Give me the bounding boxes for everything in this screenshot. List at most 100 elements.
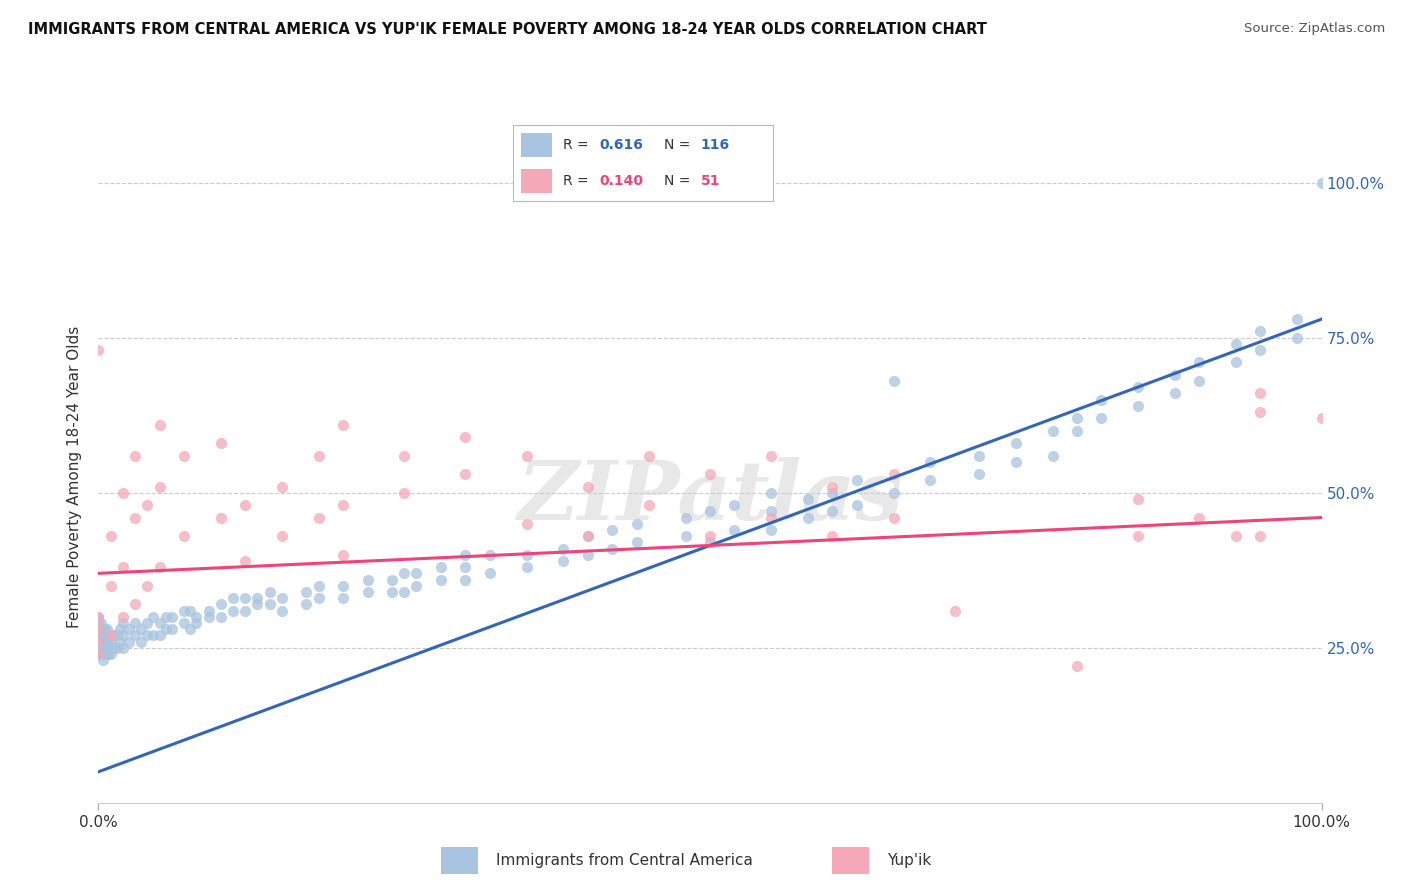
Point — [1066, 424, 1088, 438]
Point — [87, 343, 110, 357]
Text: 0.616: 0.616 — [599, 138, 643, 153]
Point — [883, 485, 905, 500]
Point — [90, 628, 112, 642]
Point — [576, 529, 599, 543]
Point — [186, 615, 208, 630]
Text: N =: N = — [664, 138, 695, 153]
Point — [308, 510, 330, 524]
Point — [1042, 424, 1064, 438]
Point — [100, 579, 122, 593]
Y-axis label: Female Poverty Among 18-24 Year Olds: Female Poverty Among 18-24 Year Olds — [67, 326, 83, 628]
Point — [93, 634, 115, 648]
Point — [246, 598, 269, 612]
Point — [96, 640, 118, 655]
Point — [392, 485, 416, 500]
Point — [87, 634, 110, 648]
Point — [553, 541, 575, 556]
Point — [270, 603, 294, 617]
Point — [124, 449, 146, 463]
Point — [87, 622, 110, 636]
Point — [761, 504, 783, 518]
Point — [821, 529, 844, 543]
Point — [356, 585, 378, 599]
Point — [821, 504, 844, 518]
Point — [97, 647, 120, 661]
Point — [454, 573, 477, 587]
Point — [1090, 411, 1112, 425]
Point — [233, 591, 256, 606]
Point — [233, 603, 256, 617]
Point — [1066, 659, 1088, 673]
Point — [675, 529, 697, 543]
Point — [87, 628, 110, 642]
Bar — [522, 169, 553, 193]
Point — [1004, 455, 1026, 469]
Point — [110, 634, 132, 648]
Point — [761, 485, 783, 500]
Point — [381, 585, 404, 599]
Point — [100, 628, 122, 642]
Point — [356, 573, 378, 587]
Point — [405, 566, 427, 581]
Point — [515, 548, 537, 562]
Point — [97, 628, 120, 642]
Point — [270, 479, 294, 493]
Point — [179, 622, 201, 636]
Point — [111, 560, 134, 574]
Point — [197, 603, 219, 617]
Point — [87, 647, 110, 661]
Point — [1090, 392, 1112, 407]
Point — [515, 560, 537, 574]
Point — [405, 579, 427, 593]
Point — [699, 504, 721, 518]
Bar — [441, 847, 478, 874]
Point — [761, 523, 783, 537]
Point — [233, 554, 256, 568]
Point — [515, 516, 537, 531]
Point — [129, 634, 152, 648]
Point — [96, 622, 118, 636]
Text: Immigrants from Central America: Immigrants from Central America — [496, 854, 752, 868]
Point — [259, 585, 281, 599]
Point — [478, 566, 501, 581]
Point — [142, 609, 165, 624]
Point — [90, 615, 112, 630]
Point — [478, 548, 501, 562]
Point — [173, 603, 195, 617]
Point — [118, 622, 141, 636]
Point — [1004, 436, 1026, 450]
Text: ZIPatlas: ZIPatlas — [517, 457, 903, 537]
Point — [392, 449, 416, 463]
Point — [155, 622, 177, 636]
Text: 116: 116 — [700, 138, 730, 153]
Point — [124, 510, 146, 524]
Point — [699, 467, 721, 482]
Point — [821, 485, 844, 500]
Point — [1188, 374, 1211, 388]
Point — [149, 479, 172, 493]
Point — [1128, 529, 1150, 543]
Point — [626, 535, 648, 549]
Point — [638, 498, 661, 512]
Point — [101, 640, 124, 655]
Point — [638, 449, 661, 463]
Point — [1249, 386, 1271, 401]
Point — [94, 647, 117, 661]
Point — [100, 634, 122, 648]
Point — [761, 449, 783, 463]
Point — [100, 647, 122, 661]
Point — [1249, 325, 1271, 339]
Point — [1188, 355, 1211, 369]
Point — [246, 591, 269, 606]
Point — [920, 473, 942, 487]
Point — [761, 510, 783, 524]
Point — [515, 449, 537, 463]
Point — [797, 510, 820, 524]
Point — [308, 449, 330, 463]
Point — [94, 634, 117, 648]
Point — [1225, 355, 1247, 369]
Point — [209, 436, 232, 450]
Point — [110, 622, 132, 636]
Point — [1164, 386, 1187, 401]
Point — [87, 622, 110, 636]
